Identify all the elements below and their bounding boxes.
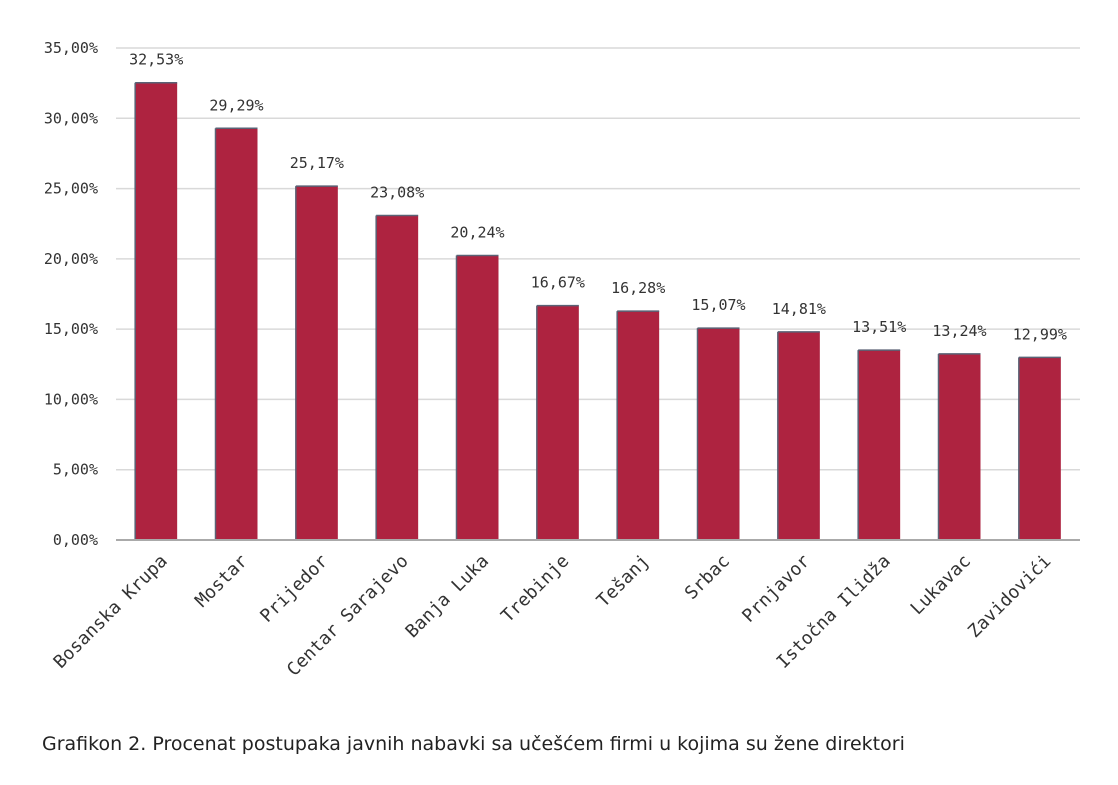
category-label: Srbac bbox=[681, 551, 734, 604]
bar bbox=[456, 255, 499, 540]
bar bbox=[858, 350, 901, 540]
y-tick-label: 5,00% bbox=[53, 461, 98, 479]
category-label: Prnjavor bbox=[738, 551, 814, 627]
y-tick-label: 10,00% bbox=[44, 390, 98, 408]
data-label: 12,99% bbox=[1013, 325, 1067, 343]
bar bbox=[215, 128, 258, 540]
bar bbox=[536, 305, 579, 540]
category-label: Prijedor bbox=[256, 551, 332, 627]
y-tick-label: 20,00% bbox=[44, 250, 98, 268]
data-label: 16,67% bbox=[531, 274, 585, 292]
bar bbox=[777, 331, 820, 540]
data-label: 13,51% bbox=[852, 318, 906, 336]
y-axis-tick-labels: 0,00% 5,00% 10,00% 15,00% 20,00% 25,00% 30,00%… bbox=[44, 39, 98, 549]
data-label: 20,24% bbox=[450, 223, 504, 241]
bar bbox=[617, 311, 660, 540]
y-tick-label: 0,00% bbox=[53, 531, 98, 549]
gridlines bbox=[116, 47, 1080, 471]
data-labels: 32,53% 29,29% 25,17% 23,08% 20,24% 16,67% 16,2… bbox=[129, 51, 1067, 344]
bar bbox=[1018, 357, 1061, 540]
category-label: Lukavac bbox=[907, 551, 975, 619]
chart-caption: Grafikon 2. Procenat postupaka javnih na… bbox=[42, 733, 905, 755]
data-label: 29,29% bbox=[209, 96, 263, 114]
category-label: Bosanska Krupa bbox=[50, 551, 172, 673]
y-tick-label: 35,00% bbox=[44, 39, 98, 57]
data-label: 16,28% bbox=[611, 279, 665, 297]
data-label: 13,24% bbox=[932, 322, 986, 340]
bar-chart: 0,00% 5,00% 10,00% 15,00% 20,00% 25,00% 30,00%… bbox=[44, 39, 1080, 681]
data-label: 14,81% bbox=[772, 300, 826, 318]
category-label: Trebinje bbox=[497, 551, 573, 627]
data-label: 32,53% bbox=[129, 51, 183, 69]
y-tick-label: 25,00% bbox=[44, 180, 98, 198]
category-label: Zavidovići bbox=[964, 551, 1055, 642]
data-label: 15,07% bbox=[691, 296, 745, 314]
category-label: Mostar bbox=[191, 551, 252, 612]
bar bbox=[135, 82, 178, 541]
bar bbox=[376, 215, 419, 540]
y-tick-label: 15,00% bbox=[44, 320, 98, 338]
data-label: 25,17% bbox=[290, 154, 344, 172]
y-tick-label: 30,00% bbox=[44, 109, 98, 127]
bar bbox=[697, 328, 740, 540]
bars bbox=[134, 81, 1061, 541]
bar bbox=[938, 353, 981, 540]
bar bbox=[295, 186, 338, 541]
category-label: Banja Luka bbox=[402, 551, 493, 642]
data-label: 23,08% bbox=[370, 184, 424, 202]
category-label: Tešanj bbox=[593, 551, 654, 612]
